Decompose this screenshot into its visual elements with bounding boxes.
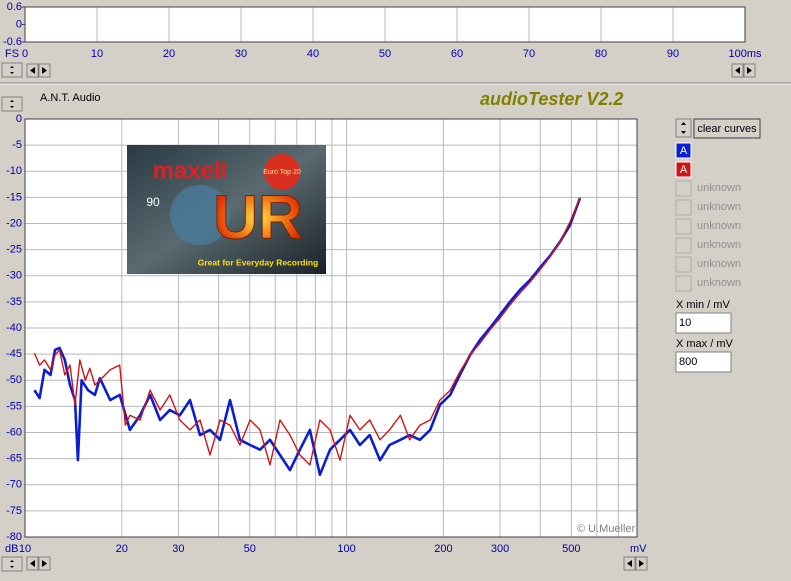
legend-slot: [675, 256, 692, 273]
legend-swatch: [675, 161, 692, 178]
level-chart: 10 20 30 50 100 200 300 500 0 -5 -10 -15 -20 -25 -30 -3…: [5, 113, 647, 555]
x-tick-label: 200: [434, 543, 452, 555]
spin-button[interactable]: [1, 96, 23, 112]
legend-label: A: [680, 145, 688, 157]
brand: maxell: [153, 157, 228, 184]
y-tick-label: -80: [6, 531, 22, 543]
xmax-input[interactable]: [675, 351, 732, 373]
y-tick-label: -55: [6, 400, 22, 412]
y-tick-label: 0: [16, 113, 22, 125]
x-tick-label: 60: [451, 48, 463, 60]
legend-slot: [675, 180, 692, 197]
x-tick-label: 10: [91, 48, 103, 60]
y-tick-label: -15: [6, 191, 22, 203]
y-axis-label: FS: [5, 48, 19, 60]
y-tick-label: -75: [6, 505, 22, 517]
legend-slot-label: unknown: [697, 182, 741, 194]
xmin-input[interactable]: [675, 312, 732, 334]
y-tick-label: -10: [6, 165, 22, 177]
y-tick-label: -50: [6, 374, 22, 386]
x-tick-label: 10: [19, 543, 31, 555]
badge: Euro Top 20: [263, 169, 301, 176]
x-tick-label: 80: [595, 48, 607, 60]
legend-slot-label: unknown: [697, 220, 741, 232]
button-frame[interactable]: [693, 118, 761, 139]
x-tick-label: 20: [116, 543, 128, 555]
plot-border: [24, 6, 746, 43]
model: UR: [213, 183, 303, 252]
y-tick-label: -40: [6, 322, 22, 334]
cassette-image: maxell 90 Euro Top 20 UR Great for Every…: [127, 145, 326, 274]
legend-slot-label: unknown: [697, 277, 741, 289]
x-tick-label: 90: [667, 48, 679, 60]
clear-curves-button[interactable]: clear curves: [693, 118, 761, 139]
curve: [33, 197, 581, 466]
legend-label: A: [680, 164, 688, 176]
x-tick-label: 300: [491, 543, 509, 555]
curve: [33, 197, 582, 477]
legend-slot-label: unknown: [697, 201, 741, 213]
y-tick-label: -70: [6, 479, 22, 491]
x-tick-label: 30: [172, 543, 184, 555]
y-tick-label: -35: [6, 296, 22, 308]
x-tick-label: 50: [244, 543, 256, 555]
y-tick-label: 0: [16, 18, 22, 30]
y-tick-label: -0.6: [3, 36, 22, 48]
vendor-label: A.N.T. Audio: [40, 92, 101, 104]
length: 90: [146, 195, 160, 209]
legend-slot-label: unknown: [697, 258, 741, 270]
legend-slot: [675, 199, 692, 216]
xmin-value[interactable]: 10: [679, 317, 691, 329]
x-tick-label: 30: [235, 48, 247, 60]
app-title: audioTester V2.2: [480, 89, 623, 109]
x-tick-label: 50: [379, 48, 391, 60]
x-tick-label: 20: [163, 48, 175, 60]
spin-button[interactable]: [1, 62, 23, 78]
x-tick-label: 0: [22, 48, 28, 60]
spin-button[interactable]: [675, 118, 692, 138]
y-tick-label: -25: [6, 244, 22, 256]
legend-swatch: [675, 142, 692, 159]
x-tick-label: 500: [562, 543, 580, 555]
y-tick-label: 0.6: [7, 1, 22, 13]
x-tick-label: 100ms: [728, 48, 762, 60]
legend-slot: [675, 237, 692, 254]
spin-button[interactable]: [1, 556, 23, 572]
slogan: Great for Everyday Recording: [198, 257, 318, 267]
plot-border: [24, 118, 638, 538]
legend-slot: [675, 275, 692, 292]
y-tick-label: -65: [6, 453, 22, 465]
xmin-label: X min / mV: [676, 299, 730, 311]
y-tick-label: -45: [6, 348, 22, 360]
globe: [170, 185, 230, 245]
annotation: © U.Mueller: [577, 523, 636, 535]
legend-slot: [675, 218, 692, 235]
x-tick-label: 100: [337, 543, 355, 555]
xmax-label: X max / mV: [676, 338, 734, 350]
legend-slot-label: unknown: [697, 239, 741, 251]
y-tick-label: -20: [6, 217, 22, 229]
x-tick-label: 40: [307, 48, 319, 60]
xmax-value[interactable]: 800: [679, 356, 697, 368]
y-tick-label: -60: [6, 426, 22, 438]
badge-circle: [264, 154, 300, 190]
y-tick-label: -30: [6, 270, 22, 282]
y-tick-label: -5: [12, 139, 22, 151]
button-label[interactable]: clear curves: [697, 123, 757, 135]
y-axis-label: dB: [5, 543, 18, 555]
x-axis-label: mV: [630, 543, 647, 555]
x-tick-label: 70: [523, 48, 535, 60]
